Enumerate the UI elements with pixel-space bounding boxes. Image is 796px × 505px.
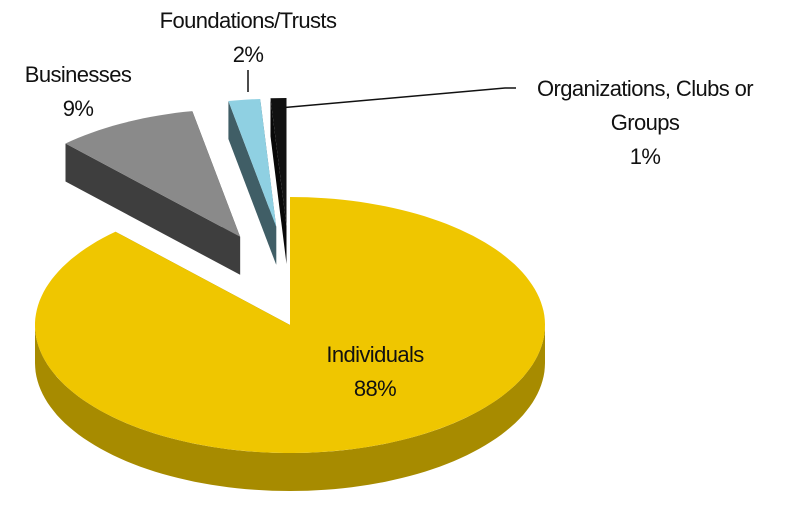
slice-side <box>270 98 287 264</box>
slice <box>35 197 545 453</box>
value-label: 1% <box>629 144 661 169</box>
value-label: 88% <box>353 376 397 401</box>
slice-side <box>65 143 241 275</box>
leader-line <box>278 87 516 109</box>
slice-label: Businesses 9% <box>25 58 132 126</box>
slice-label: Organizations, Clubs or Groups 1% <box>520 72 770 174</box>
slice-side <box>228 101 277 265</box>
slice <box>228 99 277 227</box>
slice-label: Foundations/Trusts 2% <box>160 4 337 72</box>
slice <box>65 111 241 237</box>
slice <box>270 98 287 226</box>
category-label: Foundations/Trusts <box>159 8 337 33</box>
category-label: Individuals <box>326 342 424 367</box>
slices <box>35 98 545 491</box>
slice-side <box>35 325 545 491</box>
value-label: 9% <box>62 96 94 121</box>
value-label: 2% <box>232 42 264 67</box>
category-label: Organizations, Clubs or Groups <box>536 76 754 135</box>
category-label: Businesses <box>24 62 132 87</box>
slice-label: Individuals 88% <box>326 338 424 406</box>
